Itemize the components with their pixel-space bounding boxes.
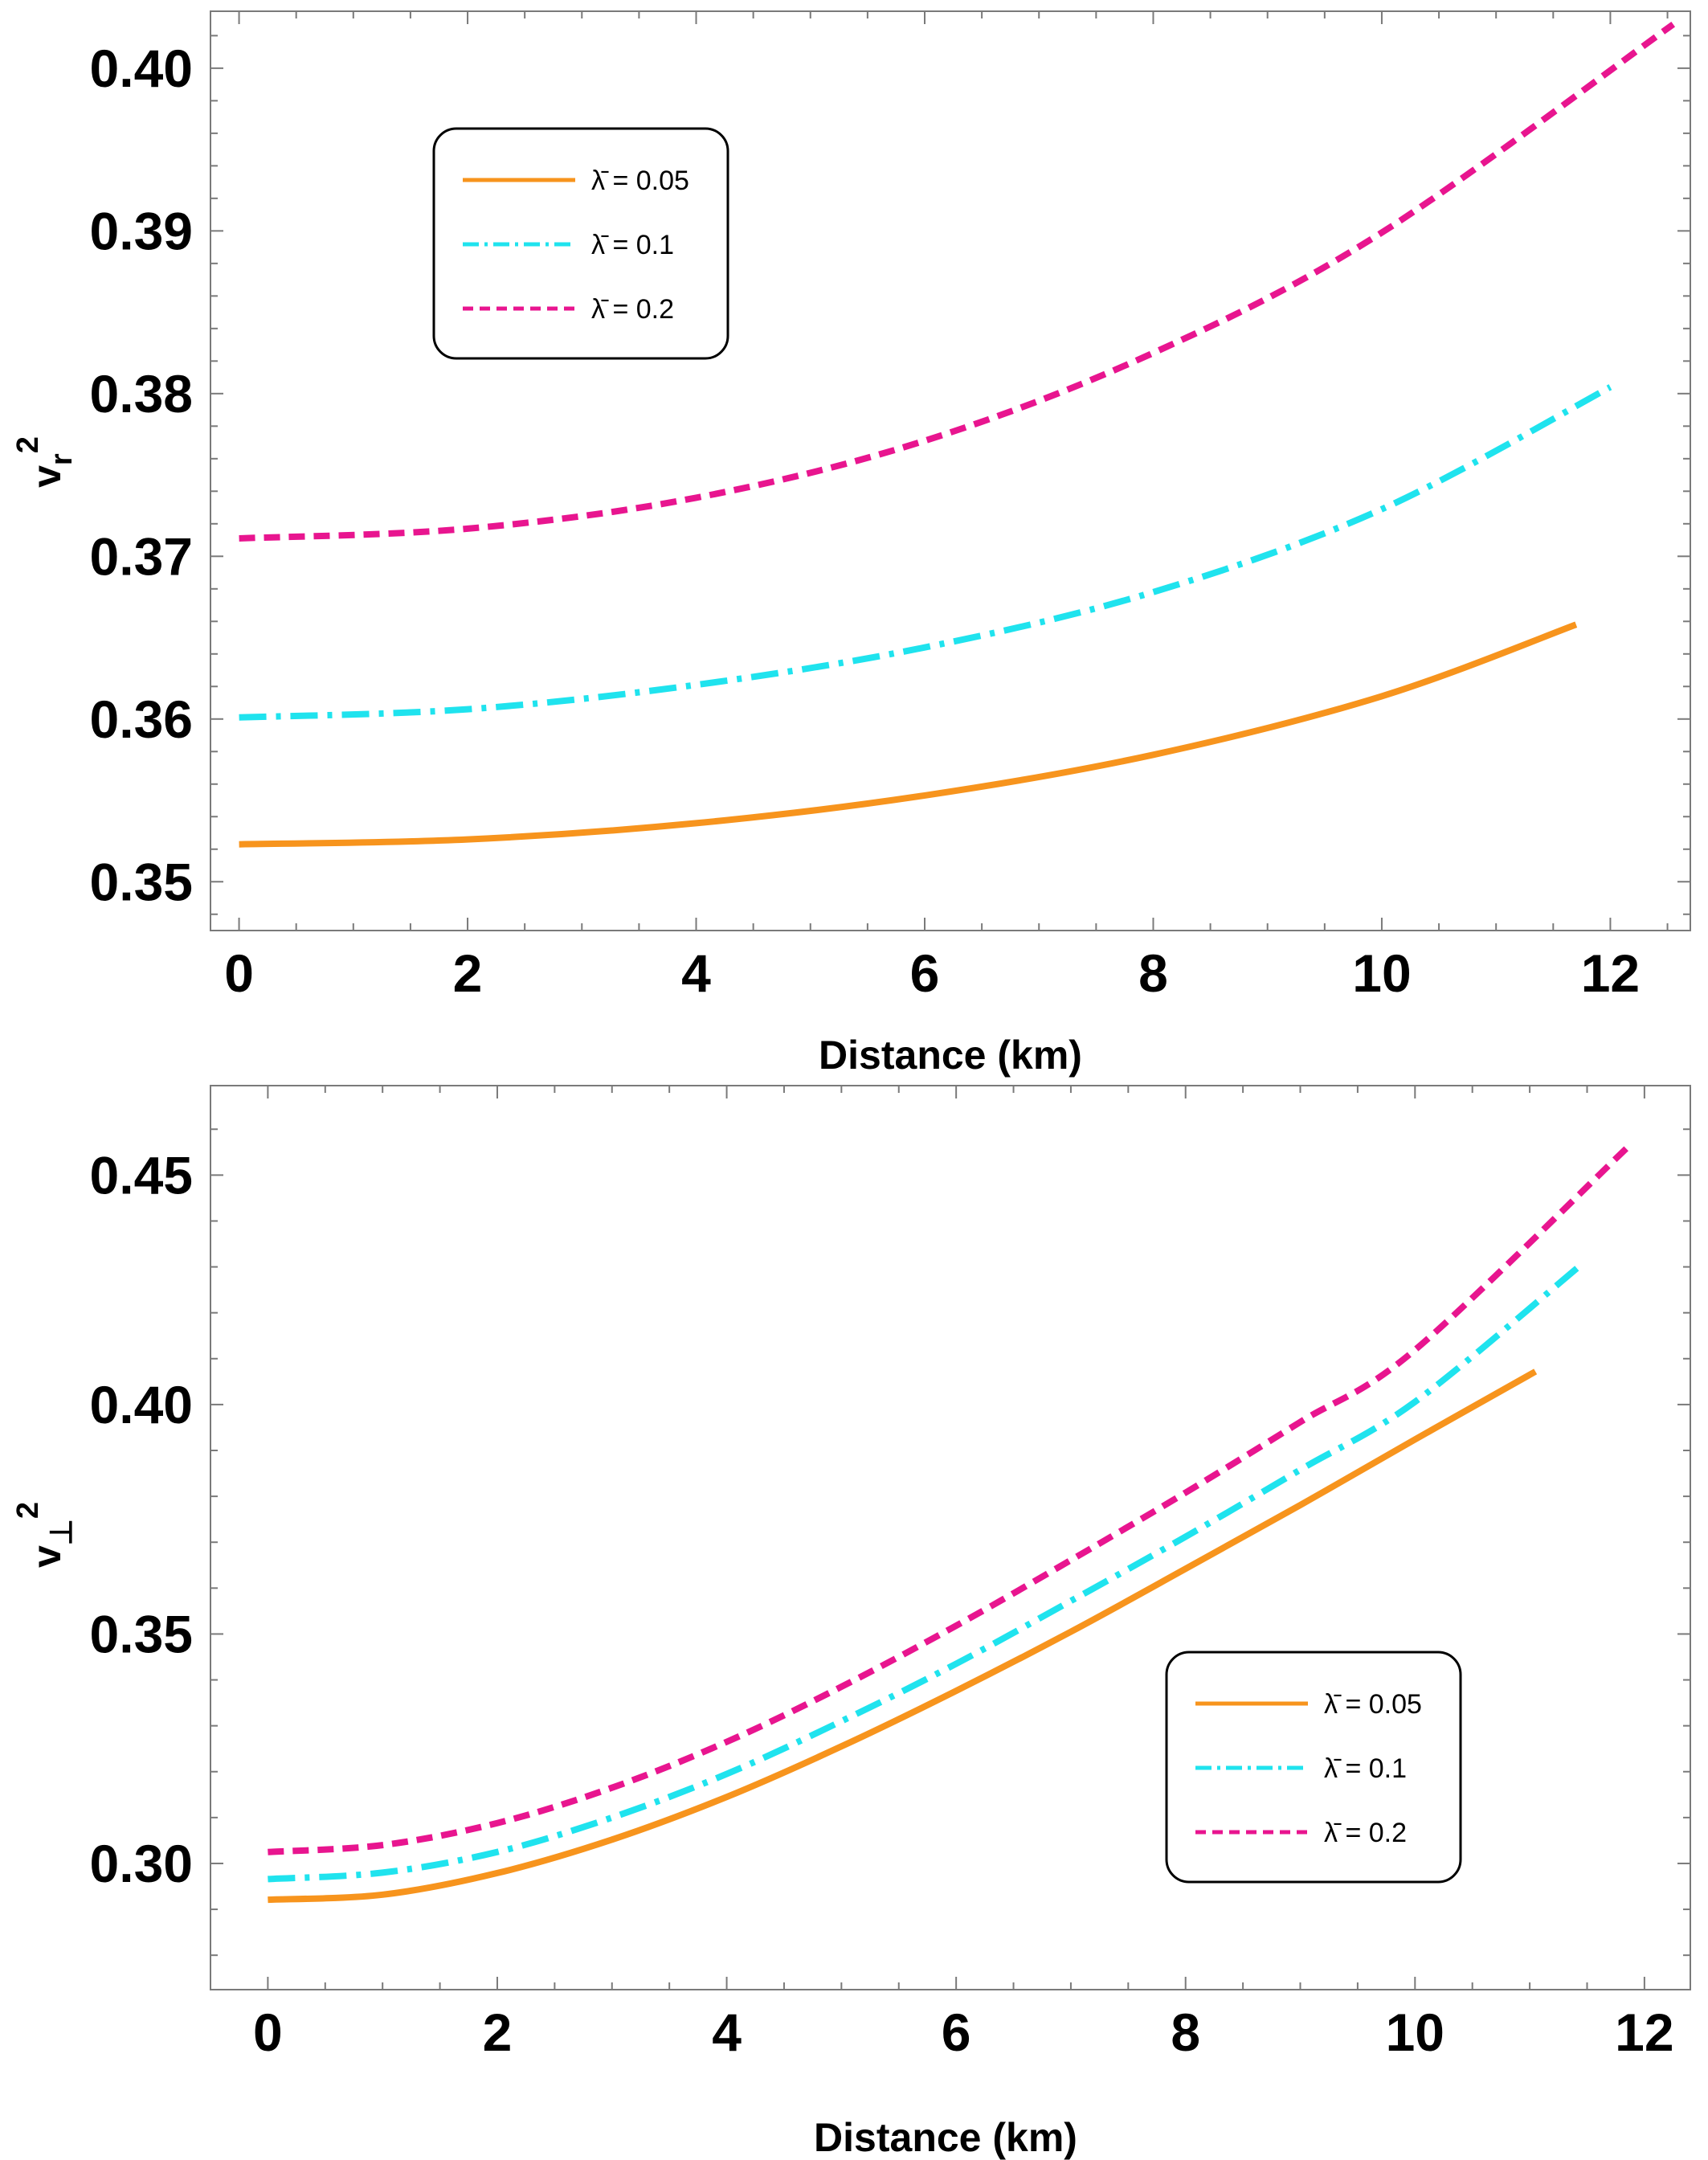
series-line-2 (239, 21, 1676, 542)
series-line-1 (268, 1262, 1583, 1883)
x-tick-label: 6 (942, 2002, 971, 2062)
y-tick-label: 0.45 (90, 1145, 193, 1205)
legend-label-0: λ̄ = 0.05 (591, 166, 689, 196)
plot-frame (210, 1085, 1691, 1990)
x-tick-label: 12 (1581, 943, 1640, 1003)
x-axis-title: Distance (km) (814, 2115, 1077, 2160)
series-line-1 (239, 384, 1612, 721)
x-ticks (238, 11, 1669, 931)
x-tick-label: 8 (1138, 943, 1168, 1003)
legend: λ̄ = 0.05 λ̄ = 0.1 λ̄ = 0.2 (1165, 1651, 1462, 1884)
x-ticks (210, 1086, 1645, 1990)
legend-label-2: λ̄ = 0.2 (591, 294, 674, 325)
series-line-2 (268, 1145, 1630, 1855)
x-tick-label: 12 (1615, 2002, 1673, 2062)
plot-frame (210, 10, 1691, 931)
chart-vperp2: 0 2 4 6 8 10 12 0.30 0.35 0.40 0.45 Distance (km) v⊥… (11, 1085, 1691, 2160)
x-tick-label: 10 (1352, 943, 1411, 1003)
y-ticks (210, 1128, 1690, 1957)
legend-label-0: λ̄ = 0.05 (1324, 1689, 1422, 1720)
y-tick-label: 0.40 (90, 39, 193, 98)
y-tick-label: 0.36 (90, 689, 193, 749)
series-line-0 (239, 621, 1578, 848)
legend-box (1165, 1651, 1462, 1884)
y-tick-label: 0.30 (90, 1834, 193, 1893)
y-tick-label: 0.35 (90, 852, 193, 911)
y-ticks (210, 35, 1690, 915)
legend-label-1: λ̄ = 0.1 (1324, 1753, 1407, 1784)
x-tick-label: 10 (1386, 2002, 1444, 2062)
x-tick-label: 0 (253, 2002, 283, 2062)
legend-label-2: λ̄ = 0.2 (1324, 1818, 1407, 1848)
y-tick-label: 0.35 (90, 1604, 193, 1663)
x-tick-label: 2 (483, 2002, 513, 2062)
x-tick-label: 4 (681, 943, 711, 1003)
legend-box (432, 127, 729, 360)
legend: λ̄ = 0.05 λ̄ = 0.1 λ̄ = 0.2 (432, 127, 729, 360)
legend-label-1: λ̄ = 0.1 (591, 230, 674, 260)
x-tick-label: 2 (453, 943, 483, 1003)
chart-vr2: 0 2 4 6 8 10 12 0.35 0.36 0.37 0.38 0.39 0.40 Distanc… (11, 10, 1691, 1078)
y-axis-title: vr2 (11, 436, 79, 488)
x-tick-label: 0 (224, 943, 254, 1003)
series-line-0 (268, 1368, 1538, 1904)
y-axis-title: v⊥2 (11, 1502, 79, 1568)
x-tick-label: 8 (1171, 2002, 1200, 2062)
y-tick-label: 0.37 (90, 526, 193, 586)
y-tick-label: 0.39 (90, 201, 193, 260)
y-tick-label: 0.38 (90, 364, 193, 423)
x-tick-label: 4 (712, 2002, 742, 2062)
y-tick-label: 0.40 (90, 1375, 193, 1434)
x-tick-label: 6 (910, 943, 940, 1003)
x-axis-title: Distance (km) (819, 1033, 1082, 1078)
